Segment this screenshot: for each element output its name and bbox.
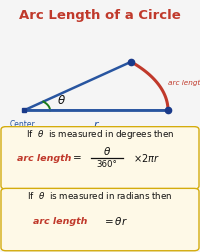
- Text: Arc Length of a Circle: Arc Length of a Circle: [19, 9, 181, 22]
- Text: Center: Center: [9, 120, 35, 130]
- FancyBboxPatch shape: [1, 127, 199, 189]
- Text: =: =: [73, 153, 81, 163]
- Text: $\theta$: $\theta$: [103, 145, 111, 157]
- FancyBboxPatch shape: [1, 188, 199, 251]
- Text: If  $\it{\theta}$  is measured in degrees then: If $\it{\theta}$ is measured in degrees …: [26, 128, 174, 141]
- Text: If  $\it{\theta}$  is measured in radians then: If $\it{\theta}$ is measured in radians …: [27, 191, 173, 201]
- Text: arc length: arc length: [168, 80, 200, 86]
- Text: θ: θ: [58, 94, 65, 107]
- Text: arc length: arc length: [17, 154, 71, 163]
- Text: $= \theta r$: $= \theta r$: [102, 215, 128, 227]
- Text: $\times 2\pi r$: $\times 2\pi r$: [133, 152, 159, 164]
- Text: arc length: arc length: [33, 217, 87, 226]
- Text: 360°: 360°: [97, 160, 117, 169]
- Text: r: r: [94, 120, 98, 131]
